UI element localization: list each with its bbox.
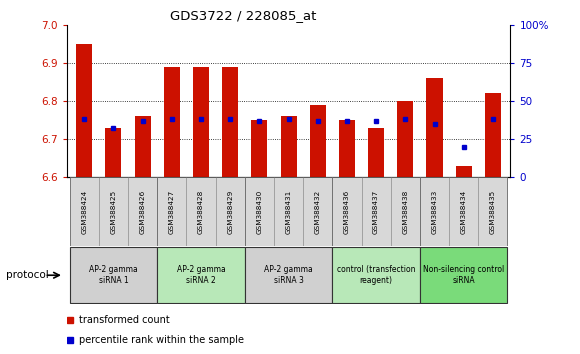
Bar xyxy=(426,78,443,177)
Text: GSM388435: GSM388435 xyxy=(490,189,496,234)
Text: GSM388431: GSM388431 xyxy=(285,189,292,234)
Bar xyxy=(157,177,245,246)
Bar xyxy=(332,247,420,303)
Text: GSM388426: GSM388426 xyxy=(140,189,146,234)
Text: GSM388436: GSM388436 xyxy=(344,189,350,234)
Text: GSM388430: GSM388430 xyxy=(256,189,262,234)
Bar xyxy=(70,177,157,246)
Text: percentile rank within the sample: percentile rank within the sample xyxy=(79,335,244,345)
Bar xyxy=(368,127,384,177)
Text: GSM388425: GSM388425 xyxy=(110,189,117,234)
Bar xyxy=(485,93,501,177)
Text: GSM388433: GSM388433 xyxy=(432,189,437,234)
Text: control (transfection
reagent): control (transfection reagent) xyxy=(337,265,415,285)
Bar xyxy=(222,67,238,177)
Text: GSM388437: GSM388437 xyxy=(373,189,379,234)
Text: GSM388432: GSM388432 xyxy=(315,189,321,234)
Text: GSM388424: GSM388424 xyxy=(81,189,87,234)
Bar xyxy=(135,116,151,177)
Bar xyxy=(245,247,332,303)
Bar xyxy=(157,247,245,303)
Bar xyxy=(106,127,121,177)
Bar xyxy=(456,166,472,177)
Bar xyxy=(70,247,157,303)
Bar xyxy=(310,105,326,177)
Bar xyxy=(281,116,296,177)
Bar xyxy=(420,177,508,246)
Bar xyxy=(164,67,180,177)
Bar xyxy=(251,120,267,177)
Text: GSM388434: GSM388434 xyxy=(461,189,467,234)
Bar xyxy=(397,101,414,177)
Text: GSM388428: GSM388428 xyxy=(198,189,204,234)
Bar xyxy=(332,177,420,246)
Bar xyxy=(193,67,209,177)
Text: GSM388427: GSM388427 xyxy=(169,189,175,234)
Bar xyxy=(76,44,92,177)
Text: GSM388438: GSM388438 xyxy=(403,189,408,234)
Text: GDS3722 / 228085_at: GDS3722 / 228085_at xyxy=(171,9,317,22)
Bar xyxy=(420,247,508,303)
Text: protocol: protocol xyxy=(6,270,49,280)
Text: AP-2 gamma
siRNA 2: AP-2 gamma siRNA 2 xyxy=(176,265,226,285)
Text: Non-silencing control
siRNA: Non-silencing control siRNA xyxy=(423,265,505,285)
Bar xyxy=(245,177,332,246)
Bar xyxy=(339,120,355,177)
Text: transformed count: transformed count xyxy=(79,315,170,325)
Text: GSM388429: GSM388429 xyxy=(227,189,233,234)
Text: AP-2 gamma
siRNA 3: AP-2 gamma siRNA 3 xyxy=(264,265,313,285)
Text: AP-2 gamma
siRNA 1: AP-2 gamma siRNA 1 xyxy=(89,265,138,285)
